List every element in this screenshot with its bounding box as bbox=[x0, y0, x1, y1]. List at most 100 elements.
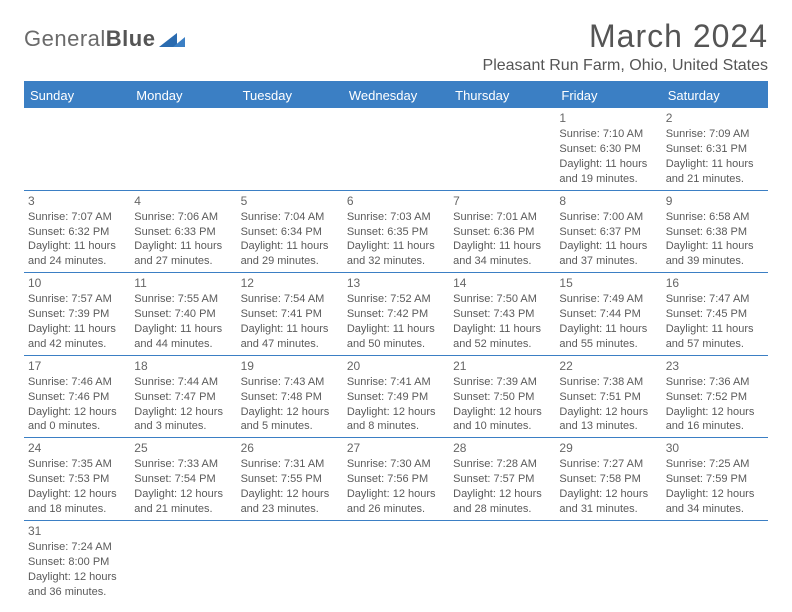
sunset-text: Sunset: 7:55 PM bbox=[241, 472, 339, 487]
daylight-text: Daylight: 12 hours and 10 minutes. bbox=[453, 405, 551, 435]
calendar-cell bbox=[449, 108, 555, 190]
sunrise-text: Sunrise: 7:31 AM bbox=[241, 457, 339, 472]
calendar-cell: 11Sunrise: 7:55 AMSunset: 7:40 PMDayligh… bbox=[130, 273, 236, 356]
day-number: 21 bbox=[453, 358, 551, 374]
day-number: 29 bbox=[559, 440, 657, 456]
calendar-cell: 30Sunrise: 7:25 AMSunset: 7:59 PMDayligh… bbox=[662, 438, 768, 521]
daylight-text: Daylight: 11 hours and 34 minutes. bbox=[453, 239, 551, 269]
day-number: 10 bbox=[28, 275, 126, 291]
day-number: 17 bbox=[28, 358, 126, 374]
sunrise-text: Sunrise: 7:54 AM bbox=[241, 292, 339, 307]
day-number: 31 bbox=[28, 523, 126, 539]
day-number: 15 bbox=[559, 275, 657, 291]
sunrise-text: Sunrise: 7:41 AM bbox=[347, 375, 445, 390]
sunset-text: Sunset: 7:49 PM bbox=[347, 390, 445, 405]
calendar-cell: 6Sunrise: 7:03 AMSunset: 6:35 PMDaylight… bbox=[343, 190, 449, 273]
sunrise-text: Sunrise: 7:47 AM bbox=[666, 292, 764, 307]
sunset-text: Sunset: 7:54 PM bbox=[134, 472, 232, 487]
calendar-row: 3Sunrise: 7:07 AMSunset: 6:32 PMDaylight… bbox=[24, 190, 768, 273]
sunset-text: Sunset: 7:41 PM bbox=[241, 307, 339, 322]
day-number: 11 bbox=[134, 275, 232, 291]
day-header: Monday bbox=[130, 83, 236, 108]
sunset-text: Sunset: 6:31 PM bbox=[666, 142, 764, 157]
daylight-text: Daylight: 11 hours and 29 minutes. bbox=[241, 239, 339, 269]
daylight-text: Daylight: 12 hours and 8 minutes. bbox=[347, 405, 445, 435]
calendar-cell: 1Sunrise: 7:10 AMSunset: 6:30 PMDaylight… bbox=[555, 108, 661, 190]
page-title: March 2024 bbox=[483, 18, 768, 55]
logo-text-part1: General bbox=[24, 26, 106, 51]
day-number: 27 bbox=[347, 440, 445, 456]
sunrise-text: Sunrise: 7:25 AM bbox=[666, 457, 764, 472]
sunset-text: Sunset: 6:34 PM bbox=[241, 225, 339, 240]
day-header: Saturday bbox=[662, 83, 768, 108]
daylight-text: Daylight: 12 hours and 3 minutes. bbox=[134, 405, 232, 435]
day-number: 1 bbox=[559, 110, 657, 126]
calendar-row: 17Sunrise: 7:46 AMSunset: 7:46 PMDayligh… bbox=[24, 355, 768, 438]
day-number: 30 bbox=[666, 440, 764, 456]
logo-text: GeneralBlue bbox=[24, 26, 155, 52]
sunrise-text: Sunrise: 7:33 AM bbox=[134, 457, 232, 472]
daylight-text: Daylight: 11 hours and 50 minutes. bbox=[347, 322, 445, 352]
calendar-cell: 10Sunrise: 7:57 AMSunset: 7:39 PMDayligh… bbox=[24, 273, 130, 356]
sunset-text: Sunset: 8:00 PM bbox=[28, 555, 126, 570]
sunset-text: Sunset: 7:58 PM bbox=[559, 472, 657, 487]
calendar-cell: 3Sunrise: 7:07 AMSunset: 6:32 PMDaylight… bbox=[24, 190, 130, 273]
calendar-cell bbox=[555, 520, 661, 602]
sunset-text: Sunset: 6:35 PM bbox=[347, 225, 445, 240]
sunrise-text: Sunrise: 7:36 AM bbox=[666, 375, 764, 390]
sunrise-text: Sunrise: 7:35 AM bbox=[28, 457, 126, 472]
daylight-text: Daylight: 12 hours and 13 minutes. bbox=[559, 405, 657, 435]
day-header: Sunday bbox=[24, 83, 130, 108]
day-header: Thursday bbox=[449, 83, 555, 108]
sunrise-text: Sunrise: 7:06 AM bbox=[134, 210, 232, 225]
calendar-cell: 8Sunrise: 7:00 AMSunset: 6:37 PMDaylight… bbox=[555, 190, 661, 273]
calendar-cell: 7Sunrise: 7:01 AMSunset: 6:36 PMDaylight… bbox=[449, 190, 555, 273]
daylight-text: Daylight: 11 hours and 19 minutes. bbox=[559, 157, 657, 187]
day-number: 8 bbox=[559, 193, 657, 209]
sunrise-text: Sunrise: 7:39 AM bbox=[453, 375, 551, 390]
calendar-cell bbox=[237, 520, 343, 602]
daylight-text: Daylight: 11 hours and 42 minutes. bbox=[28, 322, 126, 352]
calendar-body: 1Sunrise: 7:10 AMSunset: 6:30 PMDaylight… bbox=[24, 108, 768, 602]
day-number: 13 bbox=[347, 275, 445, 291]
day-number: 26 bbox=[241, 440, 339, 456]
daylight-text: Daylight: 11 hours and 44 minutes. bbox=[134, 322, 232, 352]
calendar-cell: 9Sunrise: 6:58 AMSunset: 6:38 PMDaylight… bbox=[662, 190, 768, 273]
logo: GeneralBlue bbox=[24, 26, 185, 52]
sunset-text: Sunset: 7:44 PM bbox=[559, 307, 657, 322]
daylight-text: Daylight: 11 hours and 47 minutes. bbox=[241, 322, 339, 352]
sunset-text: Sunset: 7:46 PM bbox=[28, 390, 126, 405]
sunrise-text: Sunrise: 7:55 AM bbox=[134, 292, 232, 307]
sunset-text: Sunset: 7:40 PM bbox=[134, 307, 232, 322]
sunrise-text: Sunrise: 7:03 AM bbox=[347, 210, 445, 225]
daylight-text: Daylight: 11 hours and 52 minutes. bbox=[453, 322, 551, 352]
day-number: 6 bbox=[347, 193, 445, 209]
sunset-text: Sunset: 7:57 PM bbox=[453, 472, 551, 487]
calendar-cell: 5Sunrise: 7:04 AMSunset: 6:34 PMDaylight… bbox=[237, 190, 343, 273]
sunset-text: Sunset: 7:59 PM bbox=[666, 472, 764, 487]
calendar-cell bbox=[343, 520, 449, 602]
daylight-text: Daylight: 12 hours and 26 minutes. bbox=[347, 487, 445, 517]
calendar-cell: 15Sunrise: 7:49 AMSunset: 7:44 PMDayligh… bbox=[555, 273, 661, 356]
day-number: 7 bbox=[453, 193, 551, 209]
daylight-text: Daylight: 11 hours and 37 minutes. bbox=[559, 239, 657, 269]
calendar-cell: 29Sunrise: 7:27 AMSunset: 7:58 PMDayligh… bbox=[555, 438, 661, 521]
daylight-text: Daylight: 11 hours and 55 minutes. bbox=[559, 322, 657, 352]
sunset-text: Sunset: 7:48 PM bbox=[241, 390, 339, 405]
sunset-text: Sunset: 7:47 PM bbox=[134, 390, 232, 405]
day-number: 18 bbox=[134, 358, 232, 374]
calendar-cell: 4Sunrise: 7:06 AMSunset: 6:33 PMDaylight… bbox=[130, 190, 236, 273]
logo-text-part2: Blue bbox=[106, 26, 156, 51]
daylight-text: Daylight: 12 hours and 0 minutes. bbox=[28, 405, 126, 435]
sunset-text: Sunset: 6:37 PM bbox=[559, 225, 657, 240]
sunrise-text: Sunrise: 7:38 AM bbox=[559, 375, 657, 390]
daylight-text: Daylight: 12 hours and 5 minutes. bbox=[241, 405, 339, 435]
logo-icon bbox=[159, 29, 185, 50]
day-number: 28 bbox=[453, 440, 551, 456]
calendar-row: 10Sunrise: 7:57 AMSunset: 7:39 PMDayligh… bbox=[24, 273, 768, 356]
calendar-cell bbox=[237, 108, 343, 190]
daylight-text: Daylight: 11 hours and 32 minutes. bbox=[347, 239, 445, 269]
calendar-cell: 19Sunrise: 7:43 AMSunset: 7:48 PMDayligh… bbox=[237, 355, 343, 438]
sunset-text: Sunset: 7:56 PM bbox=[347, 472, 445, 487]
calendar-cell bbox=[449, 520, 555, 602]
